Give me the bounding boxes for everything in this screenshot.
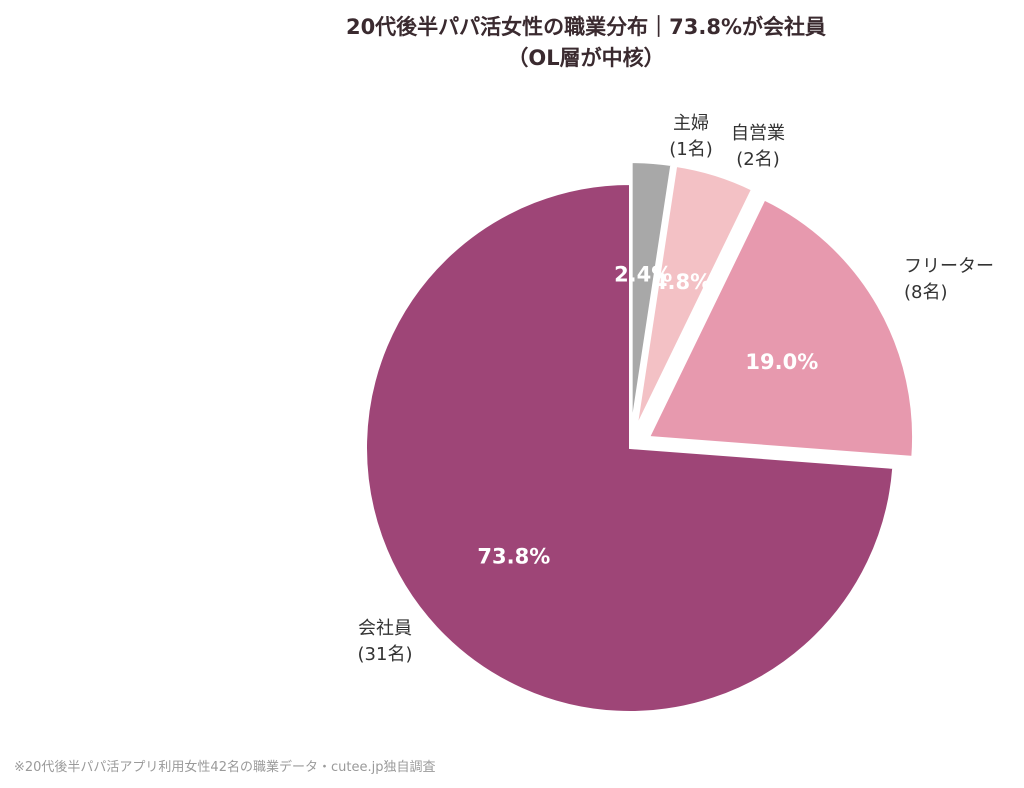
pie-slice-4 bbox=[630, 161, 673, 427]
pie-pct-label-1: 73.8% bbox=[477, 545, 550, 569]
pie-category-count: (8名) bbox=[904, 282, 948, 303]
pie-category-label-3: 自営業 (2名) bbox=[731, 123, 785, 170]
pie-slice-2 bbox=[647, 198, 914, 458]
pie-pct-label-4: 2.4% bbox=[614, 262, 672, 286]
pie-slice-1 bbox=[365, 182, 895, 713]
pie-category-count: (1名) bbox=[669, 139, 713, 160]
pie-category-label-2: フリーター (8名) bbox=[904, 256, 994, 303]
pie-pct-label-2: 19.0% bbox=[745, 350, 818, 374]
pie-category-count: (2名) bbox=[736, 149, 780, 170]
chart-title-line1: 20代後半パパ活女性の職業分布｜73.8%が会社員 bbox=[345, 15, 827, 39]
pie-pct-label-3: 4.8% bbox=[653, 270, 711, 294]
chart-subtitle: （OL層が中核） bbox=[507, 46, 665, 70]
footnote: ※20代後半パパ活アプリ利用女性42名の職業データ・cutee.jp独自調査 bbox=[14, 760, 436, 775]
pie-category-name: フリーター bbox=[904, 256, 994, 277]
chart-title: 20代後半パパ活女性の職業分布｜73.8%が会社員 （OL層が中核） bbox=[0, 12, 1024, 74]
pie-slice-3 bbox=[635, 164, 754, 428]
pie-category-count: (31名) bbox=[358, 644, 413, 665]
pie-category-label-1: 会社員 (31名) bbox=[358, 618, 413, 665]
pie-category-name: 自営業 bbox=[731, 123, 785, 144]
pie-category-name: 会社員 bbox=[358, 618, 412, 639]
pie-category-label-4: 主婦 (1名) bbox=[669, 113, 713, 160]
pie-category-name: 主婦 bbox=[673, 113, 709, 134]
